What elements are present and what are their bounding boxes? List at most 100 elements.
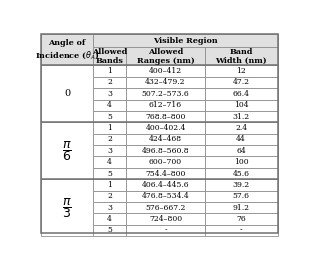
Text: 45.6: 45.6 <box>233 169 250 177</box>
Text: 76: 76 <box>236 215 246 223</box>
Bar <box>126 100 205 111</box>
Bar <box>126 122 205 134</box>
Bar <box>126 213 205 225</box>
Bar <box>93 225 126 236</box>
Bar <box>205 225 278 236</box>
Text: Band
Width (nm): Band Width (nm) <box>215 48 267 65</box>
Bar <box>205 213 278 225</box>
Text: 1: 1 <box>107 67 112 75</box>
Bar <box>205 111 278 122</box>
Text: 5: 5 <box>107 169 112 177</box>
Text: 768.8–800: 768.8–800 <box>145 113 186 121</box>
Bar <box>93 122 126 134</box>
Bar <box>93 145 126 157</box>
Bar <box>205 77 278 88</box>
Bar <box>205 168 278 179</box>
Text: 612–716: 612–716 <box>149 101 182 109</box>
Text: $\dfrac{π}{6}$: $\dfrac{π}{6}$ <box>62 139 72 163</box>
Bar <box>93 191 126 202</box>
Text: 406.4–445.6: 406.4–445.6 <box>142 181 189 189</box>
Bar <box>126 202 205 213</box>
Text: 2: 2 <box>107 135 112 143</box>
Text: 2: 2 <box>107 78 112 86</box>
Text: 0: 0 <box>64 89 70 98</box>
Bar <box>93 48 126 65</box>
Bar <box>205 157 278 168</box>
Text: 91.2: 91.2 <box>233 204 250 212</box>
Bar <box>126 77 205 88</box>
Bar <box>205 191 278 202</box>
Bar <box>126 191 205 202</box>
Text: 44: 44 <box>236 135 246 143</box>
Bar <box>41 34 93 65</box>
Text: 4: 4 <box>107 215 112 223</box>
Text: 4: 4 <box>107 158 112 166</box>
Text: 496.8–560.8: 496.8–560.8 <box>142 147 189 155</box>
Bar <box>126 225 205 236</box>
Text: 724–800: 724–800 <box>149 215 182 223</box>
Text: 576–667.2: 576–667.2 <box>145 204 186 212</box>
Text: 476.8–534.4: 476.8–534.4 <box>142 192 189 200</box>
Text: 600–700: 600–700 <box>149 158 182 166</box>
Bar <box>205 100 278 111</box>
Bar <box>93 34 278 48</box>
Bar <box>93 111 126 122</box>
Text: -: - <box>240 227 243 234</box>
Text: -: - <box>164 227 167 234</box>
Bar <box>93 213 126 225</box>
Bar <box>126 145 205 157</box>
Text: 12: 12 <box>236 67 246 75</box>
Text: 57.6: 57.6 <box>233 192 250 200</box>
Text: 432–479.2: 432–479.2 <box>145 78 186 86</box>
Bar <box>126 168 205 179</box>
Text: 4: 4 <box>107 101 112 109</box>
Text: 3: 3 <box>107 204 112 212</box>
Bar <box>93 65 126 77</box>
Text: Allowed
Bands: Allowed Bands <box>92 48 127 65</box>
Text: 1: 1 <box>107 124 112 132</box>
Bar <box>126 134 205 145</box>
Text: 104: 104 <box>234 101 248 109</box>
Text: 754.4–800: 754.4–800 <box>145 169 186 177</box>
Text: 5: 5 <box>107 113 112 121</box>
Text: 5: 5 <box>107 227 112 234</box>
Bar <box>205 179 278 191</box>
Bar <box>205 65 278 77</box>
Text: 400–402.4: 400–402.4 <box>145 124 186 132</box>
Text: Visible Region: Visible Region <box>153 37 217 45</box>
Bar <box>93 157 126 168</box>
Text: 1: 1 <box>107 181 112 189</box>
Bar <box>205 88 278 100</box>
Text: Allowed
Ranges (nm): Allowed Ranges (nm) <box>137 48 194 65</box>
Text: 507.2–573.6: 507.2–573.6 <box>142 90 189 98</box>
Bar <box>41 179 93 236</box>
Text: 400–412: 400–412 <box>149 67 182 75</box>
Bar <box>126 65 205 77</box>
Bar <box>126 111 205 122</box>
Text: 66.4: 66.4 <box>233 90 250 98</box>
Bar <box>126 48 205 65</box>
Bar <box>205 122 278 134</box>
Bar <box>41 65 93 122</box>
Text: 31.2: 31.2 <box>233 113 250 121</box>
Bar <box>41 122 93 179</box>
Bar <box>126 157 205 168</box>
Bar <box>93 134 126 145</box>
Text: 64: 64 <box>236 147 246 155</box>
Bar <box>205 145 278 157</box>
Text: 39.2: 39.2 <box>233 181 250 189</box>
Text: 2: 2 <box>107 192 112 200</box>
Bar <box>205 134 278 145</box>
Text: 3: 3 <box>107 90 112 98</box>
Bar <box>205 48 278 65</box>
Bar <box>126 88 205 100</box>
Text: 424–468: 424–468 <box>149 135 182 143</box>
Bar <box>205 202 278 213</box>
Text: 47.2: 47.2 <box>233 78 250 86</box>
Text: Angle of
Incidence ($\theta_A$): Angle of Incidence ($\theta_A$) <box>35 39 99 60</box>
Bar <box>93 168 126 179</box>
Text: 2.4: 2.4 <box>235 124 247 132</box>
Text: 100: 100 <box>234 158 248 166</box>
Bar <box>93 100 126 111</box>
Bar <box>93 179 126 191</box>
